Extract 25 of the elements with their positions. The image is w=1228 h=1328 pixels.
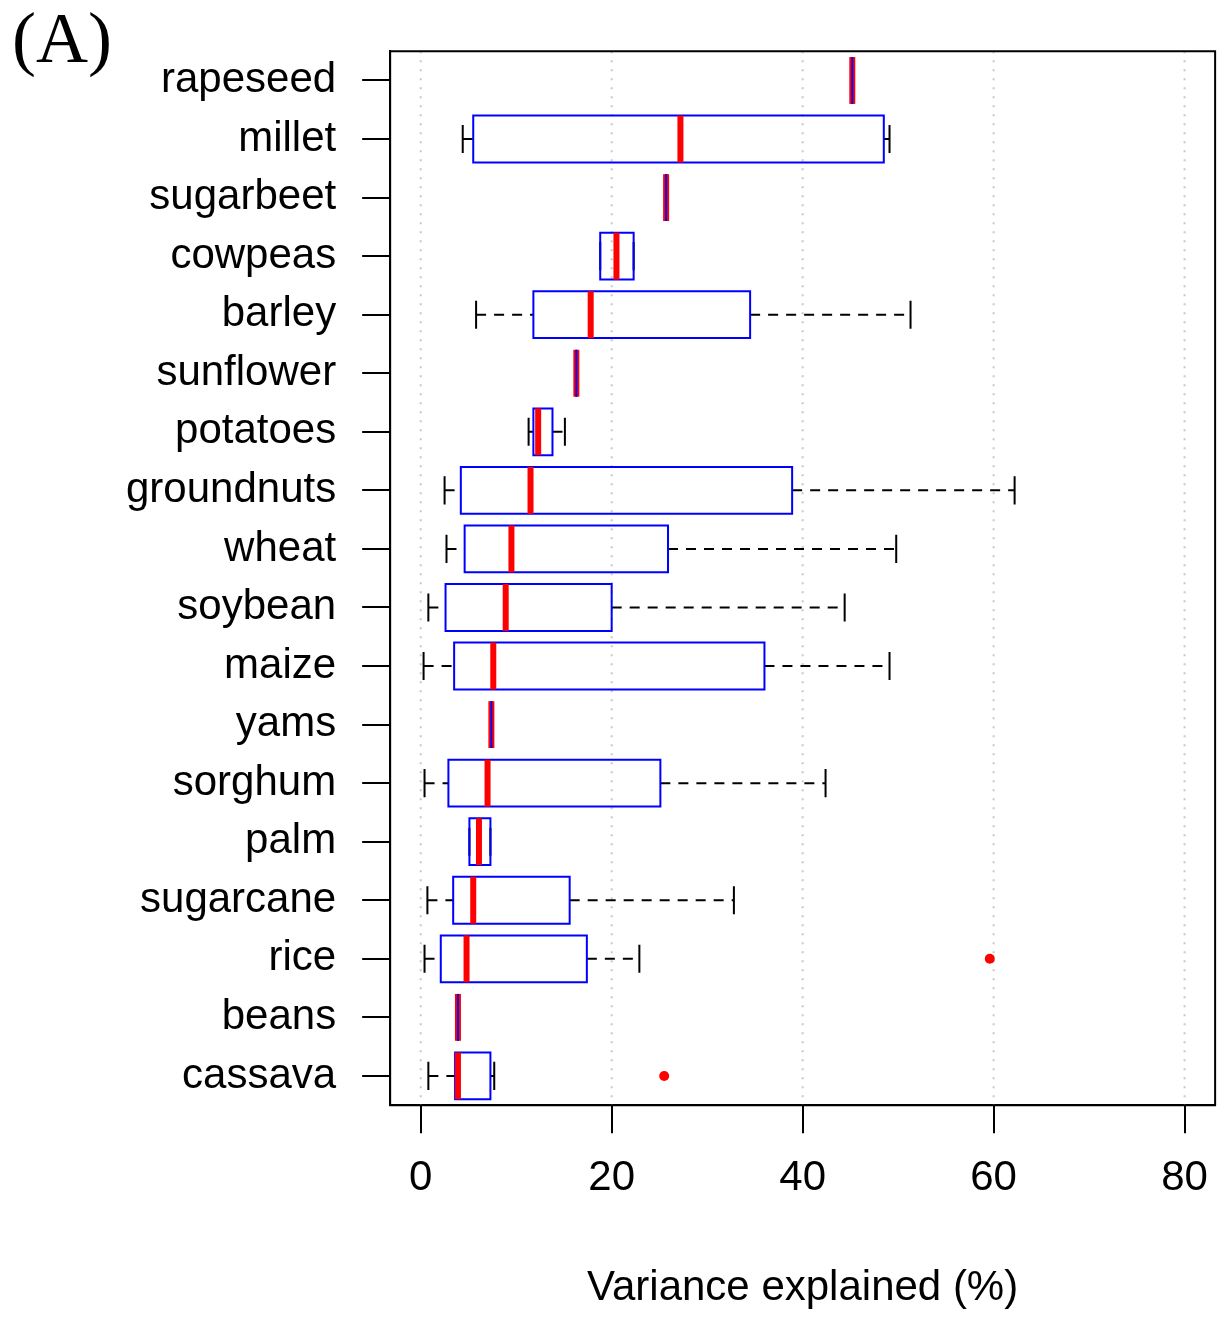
y-tick-label: yams	[235, 698, 337, 746]
y-tick-label: cassava	[182, 1049, 337, 1097]
x-tick-label: 20	[588, 1151, 636, 1199]
y-tick-label: sugarbeet	[149, 171, 337, 219]
y-tick-label: beans	[221, 990, 337, 1038]
y-tick-label: sorghum	[172, 756, 337, 804]
y-tick-label: rapeseed	[161, 54, 337, 102]
x-tick-label: 0	[409, 1151, 433, 1199]
y-tick-label: wheat	[223, 522, 337, 570]
y-tick-label: cowpeas	[170, 229, 337, 277]
x-tick-label: 80	[1161, 1151, 1208, 1199]
y-tick-label: rice	[268, 932, 337, 980]
x-tick-label: 40	[779, 1151, 826, 1199]
y-tick-label: potatoes	[175, 405, 337, 453]
y-tick-label: millet	[238, 112, 337, 160]
x-axis-title: Variance explained (%)	[587, 1262, 1019, 1310]
y-tick-label: groundnuts	[125, 463, 337, 511]
y-tick-label: palm	[245, 815, 337, 863]
y-tick-label: maize	[224, 639, 337, 687]
x-tick-label: 60	[970, 1151, 1017, 1199]
y-tick-label: sunflower	[156, 346, 337, 394]
chart-title: (A)	[12, 0, 112, 78]
y-tick-label: sugarcane	[140, 873, 337, 921]
y-tick-label: barley	[221, 288, 337, 336]
y-tick-label: soybean	[177, 581, 337, 629]
